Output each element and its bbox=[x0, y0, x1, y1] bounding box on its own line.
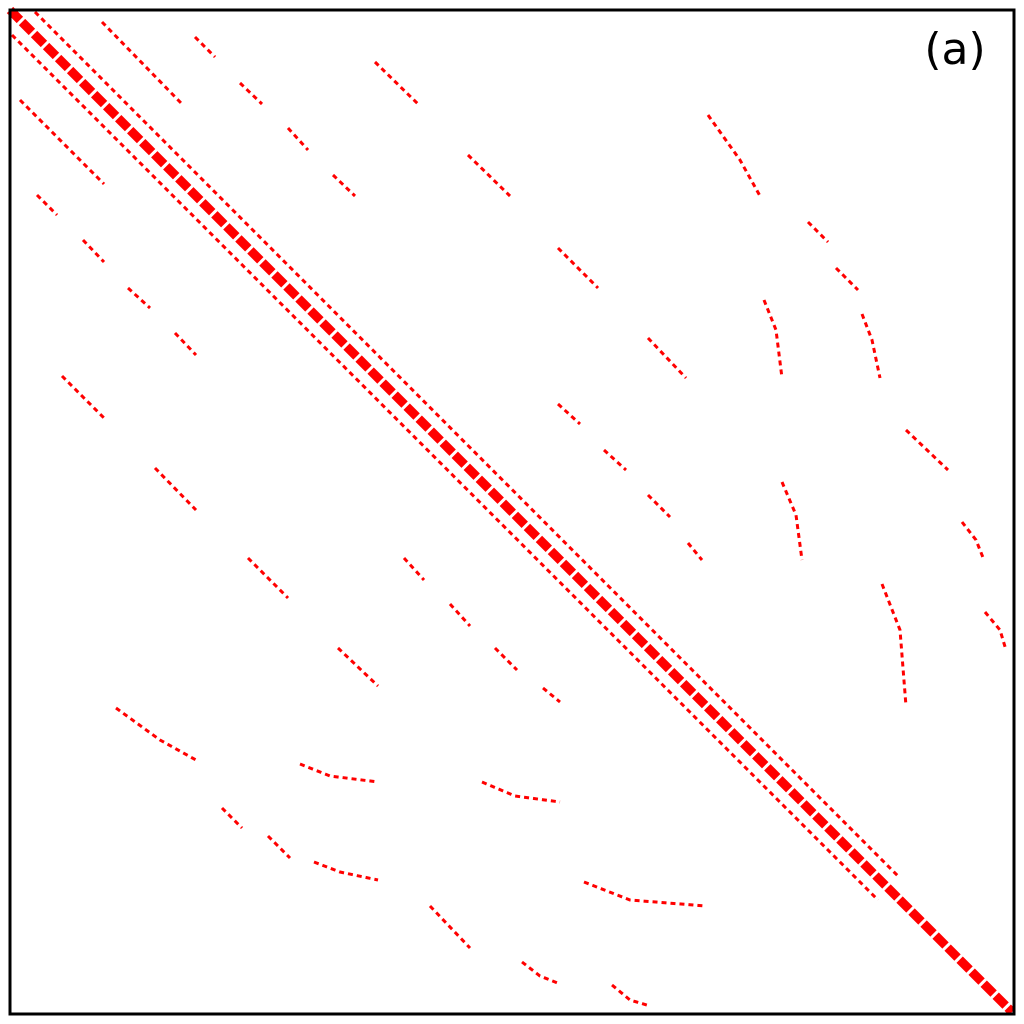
recurrence-line bbox=[10, 33, 880, 902]
recurrence-line bbox=[611, 983, 651, 1008]
recurrence-line bbox=[983, 611, 1008, 651]
recurrence-line bbox=[834, 266, 860, 292]
recurrence-line bbox=[60, 374, 106, 420]
recurrence-line bbox=[860, 313, 882, 379]
recurrence-line bbox=[153, 466, 198, 512]
recurrence-line bbox=[904, 428, 950, 472]
plot-area bbox=[6, 6, 1016, 1016]
recurrence-line bbox=[266, 834, 292, 860]
recurrence-line bbox=[193, 35, 217, 59]
recurrence-line bbox=[556, 246, 600, 290]
recurrence-line bbox=[6, 6, 1016, 1016]
recurrence-line bbox=[780, 481, 804, 561]
recurrence-line bbox=[33, 10, 902, 880]
recurrence-line bbox=[173, 331, 198, 357]
recurrence-line bbox=[126, 286, 152, 310]
recurrence-line bbox=[542, 686, 561, 704]
recurrence-line bbox=[299, 762, 379, 784]
recurrence-line bbox=[18, 98, 106, 186]
recurrence-line bbox=[286, 126, 310, 152]
recurrence-line bbox=[336, 646, 380, 688]
recurrence-line bbox=[880, 583, 908, 707]
recurrence-line bbox=[220, 806, 244, 830]
recurrence-line bbox=[331, 173, 357, 198]
recurrence-line bbox=[448, 602, 472, 628]
recurrence-line bbox=[100, 20, 184, 106]
recurrence-line bbox=[466, 153, 512, 198]
recurrence-line bbox=[646, 493, 672, 519]
recurrence-line bbox=[246, 556, 290, 600]
recurrence-line bbox=[646, 336, 688, 380]
recurrence-line bbox=[402, 556, 426, 582]
recurrence-line bbox=[115, 706, 197, 762]
recurrence-line bbox=[373, 60, 420, 106]
recurrence-line bbox=[238, 81, 264, 106]
recurrence-line bbox=[556, 402, 582, 426]
recurrence-line bbox=[960, 521, 986, 561]
recurrence-line bbox=[602, 448, 628, 472]
frame bbox=[8, 8, 1016, 1016]
recurrence-line bbox=[806, 220, 830, 244]
recurrence-line bbox=[313, 860, 379, 882]
recurrence-line bbox=[762, 299, 784, 379]
recurrence-line bbox=[521, 960, 561, 986]
recurrence-line bbox=[686, 542, 704, 561]
recurrence-line bbox=[81, 238, 106, 264]
panel-label: (a) bbox=[924, 24, 985, 75]
recurrence-line bbox=[35, 193, 59, 217]
recurrence-line bbox=[493, 646, 519, 672]
recurrence-line bbox=[481, 780, 561, 804]
recurrence-line bbox=[706, 114, 762, 197]
recurrence-line bbox=[428, 904, 472, 950]
recurrence-line bbox=[583, 880, 707, 908]
